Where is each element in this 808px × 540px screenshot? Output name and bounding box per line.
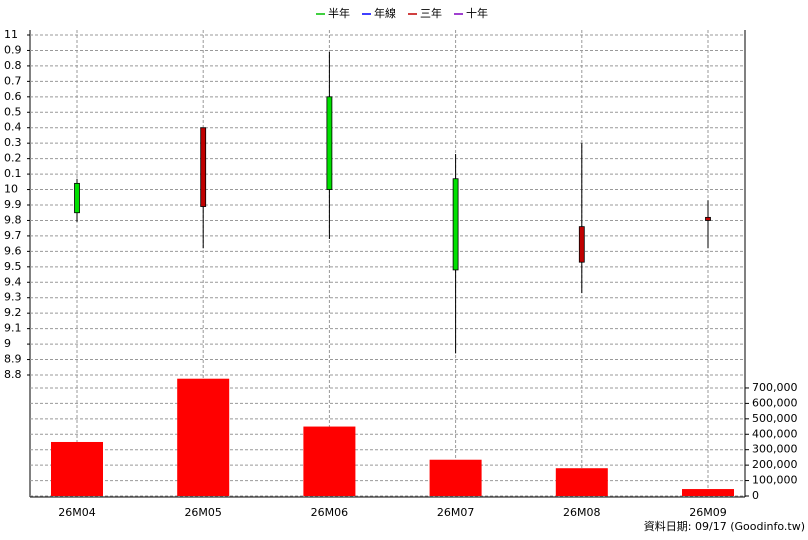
y-tick-label: 8.8 [4, 368, 22, 381]
x-tick-label: 26M05 [184, 506, 222, 519]
y-tick-label: 9.1 [4, 322, 22, 335]
candle-body [578, 226, 585, 263]
legend-label: 年線 [374, 6, 396, 20]
y-tick-label: 0.1 [4, 167, 22, 180]
y-tick-label: 9.9 [4, 198, 22, 211]
y-tick-label: 0.4 [4, 121, 22, 134]
x-tick-label: 26M08 [563, 506, 601, 519]
volume-bar [555, 468, 608, 496]
x-tick-label: 26M04 [58, 506, 96, 519]
volume-bar [429, 459, 482, 496]
y2-tick-label: 700,000 [752, 381, 798, 394]
candle-body [74, 182, 80, 214]
legend-label: 三年 [420, 6, 442, 20]
y2-tick-label: 300,000 [752, 443, 798, 456]
legend-label: 半年 [328, 6, 350, 20]
x-tick-label: 26M06 [311, 506, 349, 519]
candle-body [326, 96, 333, 190]
y-tick-label: 10 [4, 183, 18, 196]
y-tick-label: 0.3 [4, 136, 22, 149]
volume-bar [303, 426, 356, 496]
y2-tick-label: 200,000 [752, 458, 798, 471]
volume-bar [682, 489, 734, 496]
volume-bar [51, 441, 103, 496]
y-tick-label: 0.7 [4, 74, 22, 87]
volume-bar [177, 378, 230, 496]
y-tick-label: 9.5 [4, 260, 22, 273]
y-tick-label: 0.5 [4, 105, 22, 118]
y-tick-label: 9.8 [4, 213, 22, 226]
y2-tick-label: 500,000 [752, 412, 798, 425]
y-tick-label: 9.6 [4, 244, 22, 257]
y-tick-label: 11 [4, 28, 18, 41]
y2-tick-label: 600,000 [752, 396, 798, 409]
y-tick-label: 0.9 [4, 43, 22, 56]
candle-body [705, 216, 711, 221]
candle-body [452, 178, 459, 271]
footer: 資料日期: 09/17 (Goodinfo.tw) [644, 519, 805, 533]
x-tick-label: 26M09 [689, 506, 727, 519]
y-tick-label: 0.8 [4, 59, 22, 72]
y-tick-label: 9.7 [4, 229, 22, 242]
y-tick-label: 8.9 [4, 353, 22, 366]
y-tick-label: 9.3 [4, 291, 22, 304]
y-tick-label: 0.6 [4, 90, 22, 103]
y2-tick-label: 100,000 [752, 474, 798, 487]
y-tick-label: 9.4 [4, 275, 22, 288]
x-tick-label: 26M07 [437, 506, 475, 519]
y-tick-label: 0.2 [4, 152, 22, 165]
y2-tick-label: 400,000 [752, 427, 798, 440]
y-tick-label: 9.2 [4, 306, 22, 319]
legend-label: 十年 [466, 6, 488, 20]
y2-tick-label: 0 [752, 489, 759, 502]
y-tick-label: 9 [4, 337, 11, 350]
candle-body [200, 127, 207, 207]
